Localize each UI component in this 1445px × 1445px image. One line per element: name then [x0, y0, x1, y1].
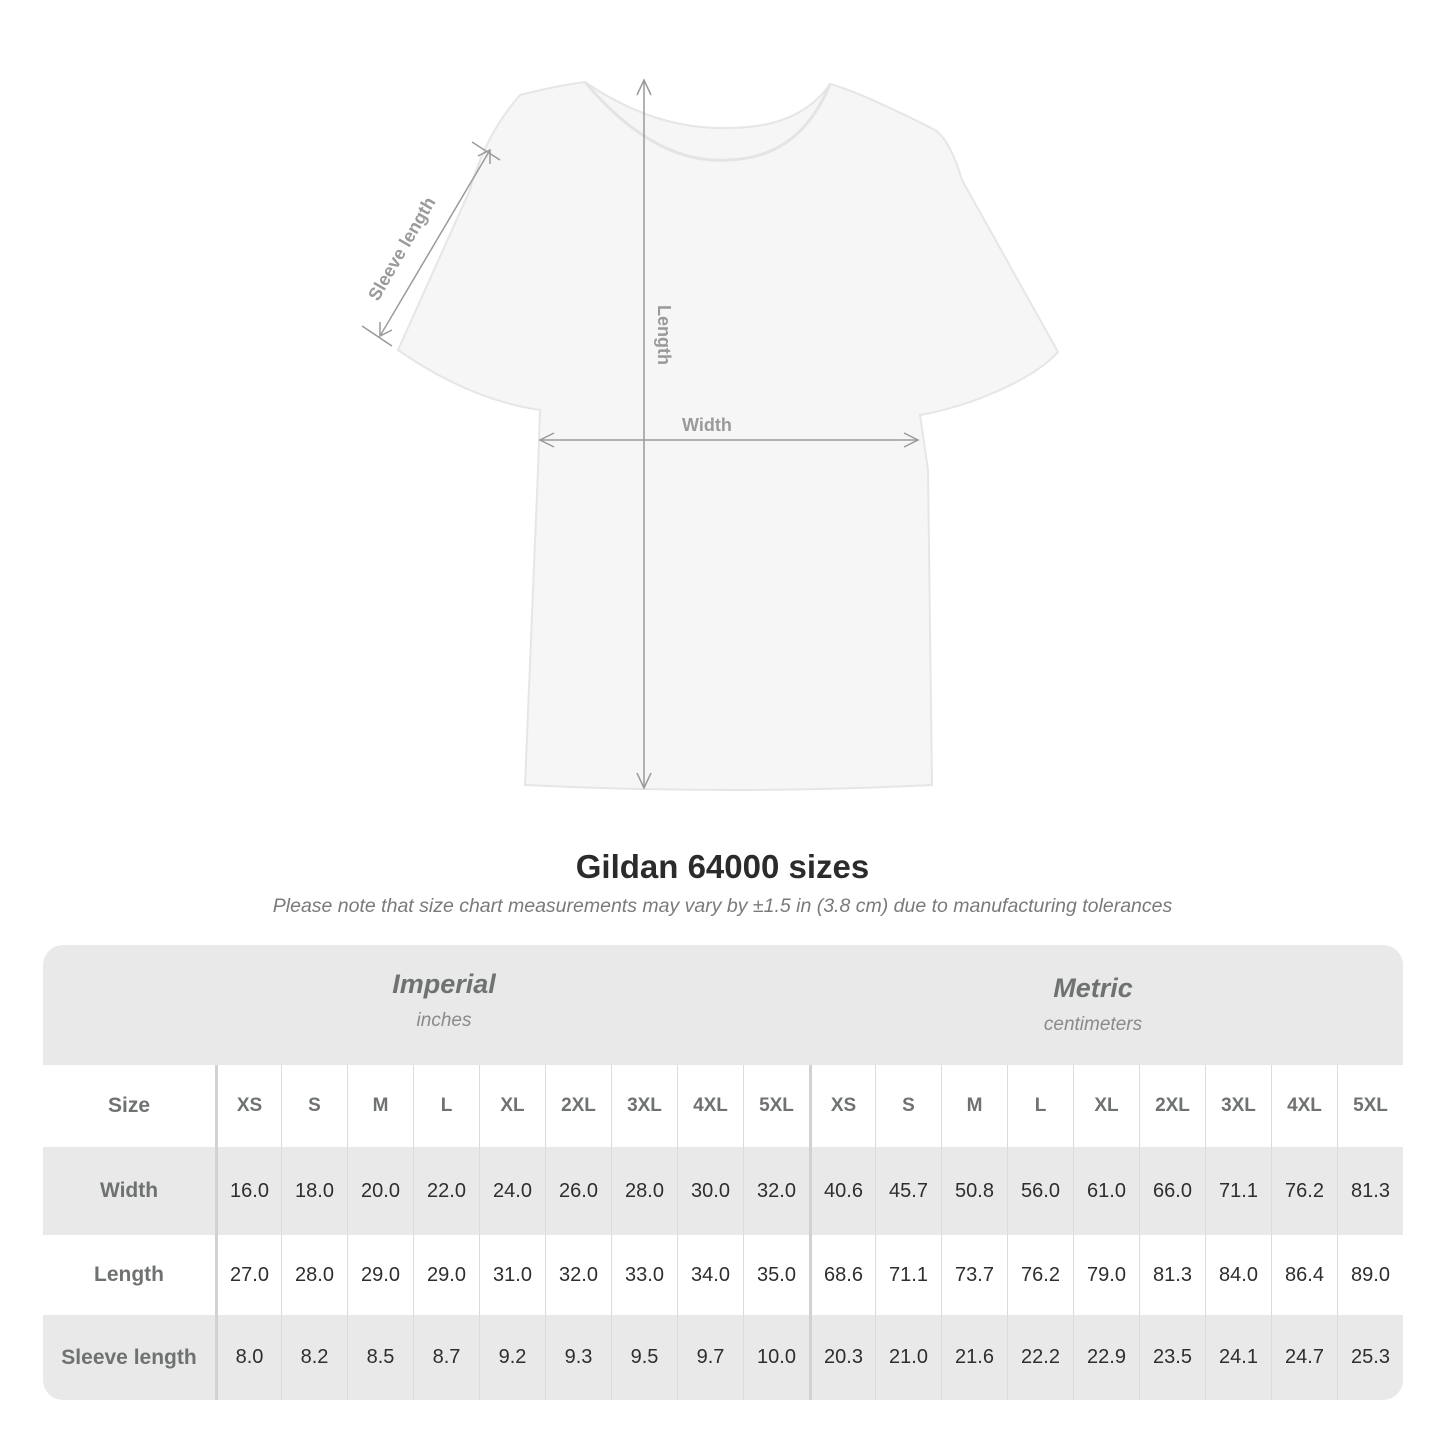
metric-value-cell: 45.7 — [875, 1147, 941, 1235]
metric-value-cell: 73.7 — [941, 1235, 1007, 1315]
metric-value-cell: 50.8 — [941, 1147, 1007, 1235]
size-cell: 4XL — [677, 1065, 743, 1147]
metric-unit: centimeters — [1043, 1014, 1143, 1035]
imperial-value-cell: 9.3 — [545, 1315, 611, 1400]
imperial-value-cell: 22.0 — [413, 1147, 479, 1235]
tshirt-diagram: Sleeve length Length Width — [361, 78, 1060, 791]
imperial-value-cell: 10.0 — [743, 1315, 809, 1400]
metric-value-cell: 23.5 — [1139, 1315, 1205, 1400]
imperial-unit: inches — [416, 1010, 472, 1031]
imperial-value-cell: 29.0 — [347, 1235, 413, 1315]
metric-value-cell: 79.0 — [1073, 1235, 1139, 1315]
imperial-value-cell: 28.0 — [281, 1235, 347, 1315]
metric-value-cell: 76.2 — [1007, 1235, 1073, 1315]
metric-value-cell: 71.1 — [1205, 1147, 1271, 1235]
row-label: Sleeve length — [61, 1345, 197, 1369]
size-cell: L — [413, 1065, 479, 1147]
size-cell: 5XL — [1337, 1065, 1403, 1147]
table-header: Imperial inches Metric centimeters — [43, 945, 1403, 1065]
imperial-value-cell: 26.0 — [545, 1147, 611, 1235]
imperial-value-cell: 30.0 — [677, 1147, 743, 1235]
metric-value-cell: 61.0 — [1073, 1147, 1139, 1235]
width-label: Width — [682, 415, 732, 435]
row-label: Length — [94, 1263, 164, 1286]
imperial-title: Imperial — [392, 969, 496, 999]
imperial-value-cell: 32.0 — [743, 1147, 809, 1235]
imperial-value-cell: 8.7 — [413, 1315, 479, 1400]
metric-value-cell: 25.3 — [1337, 1315, 1403, 1400]
size-cell: M — [347, 1065, 413, 1147]
size-cell: S — [281, 1065, 347, 1147]
size-cell: XS — [809, 1065, 875, 1147]
imperial-value-cell: 28.0 — [611, 1147, 677, 1235]
length-label: Length — [654, 305, 674, 365]
row-label: Width — [99, 1179, 159, 1202]
imperial-value-cell: 24.0 — [479, 1147, 545, 1235]
size-cell: L — [1007, 1065, 1073, 1147]
imperial-value-cell: 35.0 — [743, 1235, 809, 1315]
metric-header: Metric centimeters — [893, 973, 1293, 1036]
size-table: Imperial inches Metric centimeters Size X… — [43, 945, 1403, 1400]
imperial-value-cell: 8.5 — [347, 1315, 413, 1400]
metric-value-cell: 89.0 — [1337, 1235, 1403, 1315]
metric-value-cell: 56.0 — [1007, 1147, 1073, 1235]
metric-value-cell: 40.6 — [809, 1147, 875, 1235]
metric-value-cell: 22.9 — [1073, 1315, 1139, 1400]
metric-value-cell: 68.6 — [809, 1235, 875, 1315]
imperial-value-cell: 8.2 — [281, 1315, 347, 1400]
imperial-value-cell: 20.0 — [347, 1147, 413, 1235]
table-row: Width 16.0 18.0 20.0 22.0 24.0 26.0 28.0 30.0 32.… — [43, 1147, 1403, 1235]
table-row: Sleeve length 8.0 8.2 8.5 8.7 9.2 9.3 9.5 9.7 10.… — [43, 1315, 1403, 1400]
imperial-value-cell: 16.0 — [215, 1147, 281, 1235]
size-cell: 2XL — [1139, 1065, 1205, 1147]
metric-value-cell: 20.3 — [809, 1315, 875, 1400]
row-label: Size — [107, 1094, 151, 1117]
imperial-value-cell: 18.0 — [281, 1147, 347, 1235]
imperial-header: Imperial inches — [244, 969, 644, 1032]
metric-value-cell: 84.0 — [1205, 1235, 1271, 1315]
imperial-value-cell: 29.0 — [413, 1235, 479, 1315]
metric-value-cell: 21.0 — [875, 1315, 941, 1400]
metric-value-cell: 76.2 — [1271, 1147, 1337, 1235]
imperial-value-cell: 33.0 — [611, 1235, 677, 1315]
imperial-value-cell: 34.0 — [677, 1235, 743, 1315]
metric-value-cell: 66.0 — [1139, 1147, 1205, 1235]
size-cell: 4XL — [1271, 1065, 1337, 1147]
tshirt-image — [396, 80, 1060, 791]
size-cell: 5XL — [743, 1065, 809, 1147]
size-cell: 3XL — [611, 1065, 677, 1147]
metric-value-cell: 24.1 — [1205, 1315, 1271, 1400]
metric-value-cell: 81.3 — [1337, 1147, 1403, 1235]
imperial-value-cell: 32.0 — [545, 1235, 611, 1315]
page-title: Gildan 64000 sizes — [575, 848, 870, 885]
size-cell: M — [941, 1065, 1007, 1147]
size-cell: XS — [215, 1065, 281, 1147]
size-cell: XL — [479, 1065, 545, 1147]
metric-value-cell: 21.6 — [941, 1315, 1007, 1400]
metric-value-cell: 24.7 — [1271, 1315, 1337, 1400]
size-cell: 2XL — [545, 1065, 611, 1147]
metric-value-cell: 22.2 — [1007, 1315, 1073, 1400]
imperial-value-cell: 9.7 — [677, 1315, 743, 1400]
metric-title: Metric — [1053, 973, 1133, 1003]
metric-value-cell: 81.3 — [1139, 1235, 1205, 1315]
size-cell: XL — [1073, 1065, 1139, 1147]
imperial-value-cell: 9.2 — [479, 1315, 545, 1400]
metric-value-cell: 71.1 — [875, 1235, 941, 1315]
table-row: Length 27.0 28.0 29.0 29.0 31.0 32.0 33.0 34.0 35… — [43, 1235, 1403, 1315]
size-cell: 3XL — [1205, 1065, 1271, 1147]
imperial-value-cell: 8.0 — [215, 1315, 281, 1400]
tolerance-note: Please note that size chart measurements… — [272, 895, 1173, 917]
size-header-row: Size XS S M L XL 2XL 3XL 4XL 5XL XS S M L XL 2XL 3XL 4XL 5… — [43, 1065, 1403, 1147]
metric-value-cell: 86.4 — [1271, 1235, 1337, 1315]
size-cell: S — [875, 1065, 941, 1147]
imperial-value-cell: 27.0 — [215, 1235, 281, 1315]
measure-lines — [361, 78, 920, 790]
imperial-value-cell: 9.5 — [611, 1315, 677, 1400]
imperial-value-cell: 31.0 — [479, 1235, 545, 1315]
